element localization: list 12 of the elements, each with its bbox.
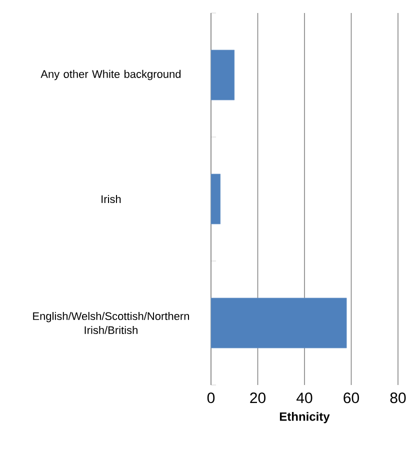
x-tick-label: 0 xyxy=(207,392,215,404)
x-tick-label: 40 xyxy=(296,392,312,404)
bar xyxy=(210,174,221,224)
x-tick-label: 60 xyxy=(344,392,359,404)
y-tick-label: Irish xyxy=(102,194,121,204)
x-tick-label: 80 xyxy=(390,392,406,404)
bar xyxy=(210,50,235,100)
y-tick-label: Any other White background xyxy=(40,70,181,80)
bar xyxy=(210,298,347,348)
x-axis-title: Ethnicity xyxy=(280,412,330,424)
y-tick-label: English/Welsh/Scottish/Northern Irish/British xyxy=(33,312,189,334)
x-tick-label: 20 xyxy=(250,392,266,404)
